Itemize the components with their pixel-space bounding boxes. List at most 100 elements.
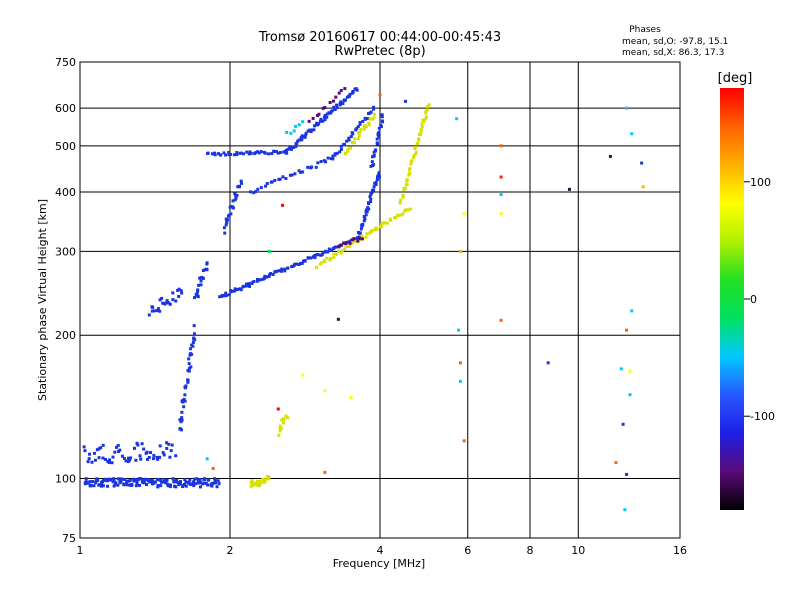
data-point (330, 109, 334, 113)
data-point (263, 151, 267, 155)
data-point (180, 418, 184, 422)
data-point (84, 480, 88, 484)
data-point (206, 483, 210, 487)
x-tick-label: 16 (673, 544, 687, 557)
data-point (324, 249, 328, 253)
data-point (145, 457, 149, 461)
data-point (180, 416, 184, 420)
data-point (368, 195, 372, 199)
data-point (378, 93, 382, 97)
data-point (83, 482, 87, 486)
data-point (245, 282, 249, 286)
data-point (315, 121, 319, 125)
data-point (354, 87, 358, 91)
data-point (630, 132, 634, 136)
data-point (128, 478, 132, 482)
data-point (279, 269, 283, 273)
data-point (206, 151, 210, 155)
data-point (137, 477, 141, 481)
data-point (350, 240, 354, 244)
data-point (187, 481, 191, 485)
data-point (197, 478, 201, 482)
data-point (210, 484, 214, 488)
data-point (153, 480, 157, 484)
data-point (245, 150, 249, 154)
data-point (329, 157, 333, 161)
data-point (342, 142, 346, 146)
data-point (332, 255, 336, 259)
data-point (379, 123, 383, 127)
data-point (621, 422, 625, 426)
data-point (282, 417, 286, 421)
data-point (424, 115, 428, 119)
data-point (331, 154, 335, 158)
chart-title: Tromsø 20160617 00:44:00-00:45:43 (258, 30, 501, 45)
data-point (640, 161, 644, 165)
data-point (213, 477, 217, 481)
data-point (355, 88, 359, 92)
data-point (358, 130, 362, 134)
data-point (162, 478, 166, 482)
data-point (106, 484, 110, 488)
data-point (377, 135, 381, 139)
data-point (100, 482, 104, 486)
data-point (140, 479, 144, 483)
data-point (285, 151, 289, 155)
data-point (92, 451, 96, 455)
data-point (300, 134, 304, 138)
data-point (131, 477, 135, 481)
data-point (424, 109, 428, 113)
data-point (405, 178, 409, 182)
data-point (156, 485, 160, 489)
data-point (204, 481, 208, 485)
data-point (183, 399, 187, 403)
data-point (369, 200, 373, 204)
data-point (187, 357, 191, 361)
data-point (380, 115, 384, 119)
data-point (176, 481, 180, 485)
data-point (188, 352, 192, 356)
data-point (205, 261, 209, 265)
data-point (499, 318, 503, 322)
data-point (339, 147, 343, 151)
data-point (255, 483, 259, 487)
data-point (258, 481, 262, 485)
data-point (372, 185, 376, 189)
data-point (235, 151, 239, 155)
data-point (265, 477, 269, 481)
data-point (333, 107, 337, 111)
data-point (349, 395, 353, 399)
data-point (181, 485, 185, 489)
data-point (112, 477, 116, 481)
data-point (255, 278, 259, 282)
data-point (178, 482, 182, 486)
data-point (213, 153, 217, 157)
data-point (114, 481, 118, 485)
data-point (499, 175, 503, 179)
data-point (372, 163, 376, 167)
data-point (140, 442, 144, 446)
data-point (409, 162, 413, 166)
data-point (356, 239, 360, 243)
data-point (249, 190, 253, 194)
chart-subtitle: RwPretec (8p) (334, 44, 425, 59)
data-point (424, 111, 428, 115)
data-point (377, 130, 381, 134)
data-point (87, 457, 91, 461)
x-tick-label: 2 (227, 544, 234, 557)
data-point (258, 479, 262, 483)
data-point (257, 484, 261, 488)
data-points (82, 87, 645, 512)
data-point (288, 173, 292, 177)
y-tick-label: 300 (55, 245, 76, 258)
data-point (323, 113, 327, 117)
data-point (286, 266, 290, 270)
data-point (335, 106, 339, 110)
data-point (155, 309, 159, 313)
data-point (282, 150, 286, 154)
data-point (375, 141, 379, 145)
data-point (420, 122, 424, 126)
data-point (332, 252, 336, 256)
data-point (252, 280, 256, 284)
data-point (167, 442, 171, 446)
